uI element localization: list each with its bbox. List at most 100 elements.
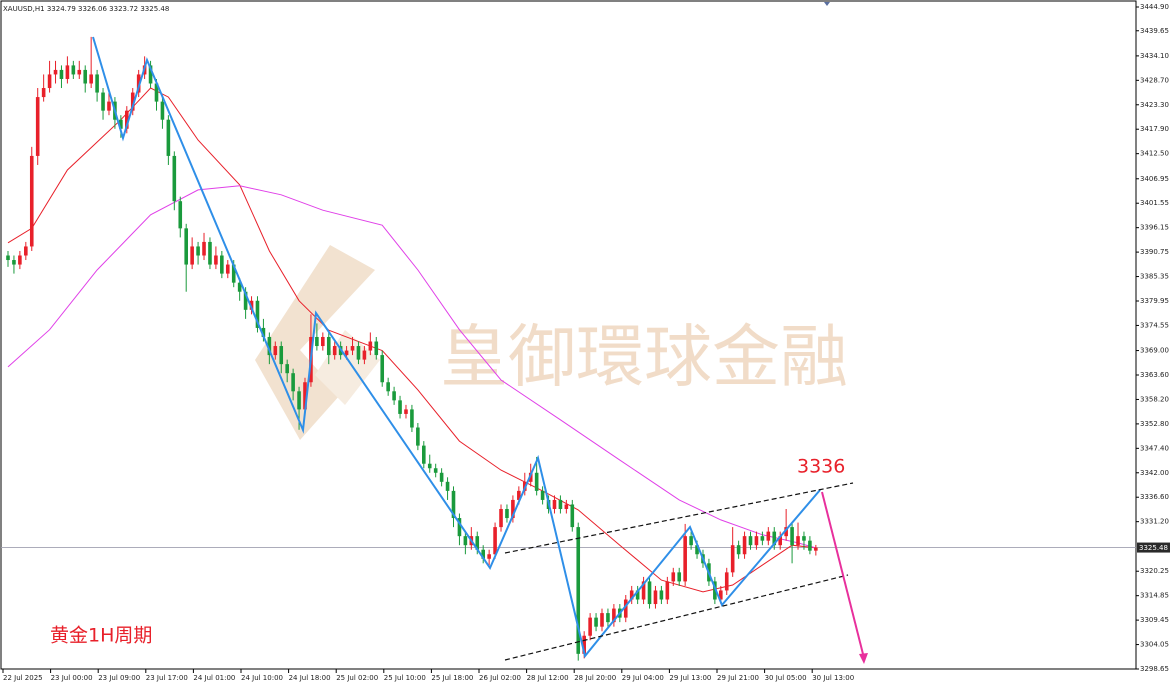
y-tick-label: 3363.60	[1140, 371, 1169, 379]
x-tick-label: 23 Jul 17:00	[146, 674, 188, 682]
x-tick-label: 25 Jul 18:00	[431, 674, 473, 682]
candle-body	[671, 572, 676, 582]
candle-body	[154, 83, 159, 102]
candle-body	[148, 65, 153, 84]
candle-body	[160, 101, 165, 120]
candle-body	[255, 300, 260, 328]
candle-body	[719, 590, 723, 600]
y-tick-label: 3412.50	[1140, 150, 1169, 158]
candle-body	[564, 504, 569, 509]
candle-body	[511, 499, 515, 519]
annotation: 黄金1H周期	[50, 625, 152, 647]
marker	[824, 2, 830, 6]
candle-body	[386, 382, 390, 392]
candle-body	[475, 536, 480, 550]
x-tick-label: 24 Jul 10:00	[241, 674, 283, 682]
candle-body	[41, 88, 46, 98]
candle-body	[659, 590, 664, 600]
moving-average	[7, 185, 816, 549]
y-tick-label: 3369.00	[1140, 347, 1169, 355]
candle-body	[570, 504, 575, 528]
candle-body	[713, 581, 717, 600]
arrow-head	[859, 653, 868, 664]
candle-body	[665, 581, 670, 600]
y-tick-label: 3396.15	[1140, 224, 1169, 232]
candle-body	[83, 69, 88, 84]
candle-body	[303, 382, 307, 410]
candle-body	[778, 536, 782, 546]
candle-body	[463, 536, 468, 546]
candle-body	[178, 201, 183, 229]
candle-body	[629, 590, 634, 600]
channel-line	[504, 574, 849, 661]
x-tick-label: 29 Jul 04:00	[622, 674, 664, 682]
y-tick-label: 3379.95	[1140, 297, 1169, 305]
y-tick-label: 3385.35	[1140, 273, 1169, 281]
x-tick-label: 28 Jul 12:00	[527, 674, 569, 682]
candle-body	[796, 536, 800, 546]
candle-body	[612, 608, 616, 623]
annotation: 3336	[797, 456, 845, 478]
x-tick-label: 30 Jul 05:00	[765, 674, 807, 682]
x-tick-label: 28 Jul 20:00	[574, 674, 616, 682]
candle-body	[433, 468, 438, 473]
zigzag	[92, 36, 821, 659]
candle-body	[380, 355, 385, 383]
candle-body	[231, 264, 236, 283]
logo-shape	[315, 330, 380, 405]
x-tick-label: 23 Jul 09:00	[98, 674, 140, 682]
candle-body	[107, 101, 111, 111]
candle-body	[237, 282, 242, 292]
candle-body	[647, 581, 652, 605]
candle-body	[772, 531, 777, 546]
candle-body	[297, 391, 301, 410]
x-tick-label: 26 Jul 02:00	[479, 674, 521, 682]
x-tick-label: 24 Jul 01:00	[193, 674, 235, 682]
candle-body	[742, 536, 747, 555]
price-label-box	[1137, 542, 1170, 553]
candle-body	[422, 445, 426, 464]
candle-body	[528, 472, 533, 482]
candle-body	[540, 490, 545, 500]
candle-body	[730, 545, 735, 573]
y-tick-label: 3320.25	[1140, 567, 1169, 575]
candle-body	[89, 74, 93, 84]
candle-body	[576, 527, 581, 654]
candle-body	[689, 536, 693, 546]
candle-body	[261, 327, 266, 337]
candle-body	[683, 536, 687, 582]
candle-body	[445, 481, 450, 491]
y-tick-label: 3374.55	[1140, 321, 1169, 329]
candle-body	[736, 545, 741, 555]
y-tick-label: 3298.65	[1140, 665, 1169, 673]
y-tick-label: 3423.30	[1140, 101, 1169, 109]
candle-body	[552, 499, 557, 509]
x-tick-label: 29 Jul 13:00	[669, 674, 711, 682]
candle-body	[439, 472, 444, 482]
y-tick-label: 3331.20	[1140, 518, 1169, 526]
candle-body	[202, 241, 206, 256]
arrow	[821, 491, 865, 659]
candle-body	[220, 255, 224, 274]
candle-body	[53, 69, 58, 75]
candle-body	[29, 155, 34, 247]
candle-body	[451, 490, 456, 519]
candle-body	[321, 336, 325, 347]
candle-body	[332, 346, 337, 356]
candle-body	[350, 346, 355, 351]
candle-body	[184, 228, 188, 265]
candle-body	[754, 536, 759, 546]
watermark-logo	[255, 245, 380, 440]
candle-body	[404, 409, 408, 414]
y-tick-label: 3428.70	[1140, 76, 1169, 84]
y-tick-label: 3358.20	[1140, 395, 1169, 403]
candle-body	[356, 346, 361, 360]
candle-body	[594, 617, 598, 627]
candle-body	[208, 241, 212, 265]
candle-body	[487, 554, 491, 559]
candle-body	[47, 74, 52, 89]
candle-body	[101, 92, 105, 111]
candle-body	[582, 635, 586, 654]
